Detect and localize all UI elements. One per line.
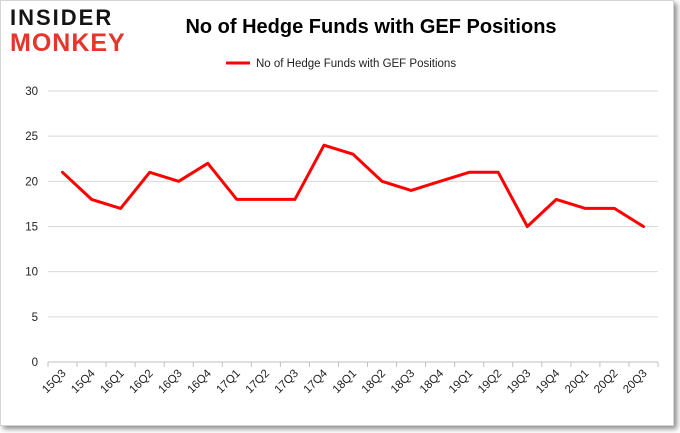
x-tick-label-17Q1: 17Q1: [215, 368, 243, 396]
chart-title: No of Hedge Funds with GEF Positions: [185, 16, 557, 38]
y-tick-label-15: 15: [25, 222, 38, 234]
x-tick-label-16Q2: 16Q2: [127, 368, 155, 396]
data-point-20Q2: [613, 207, 616, 210]
x-tick-label-19Q2: 19Q2: [476, 368, 504, 396]
series: [61, 143, 645, 228]
x-tick-label-18Q1: 18Q1: [331, 368, 359, 396]
data-point-16Q2: [148, 171, 151, 174]
x-tick-label-15Q4: 15Q4: [69, 367, 98, 396]
data-point-18Q1: [352, 153, 355, 156]
y-tick-label-20: 20: [25, 176, 38, 188]
y-tick-label-0: 0: [32, 357, 38, 369]
y-tick-label-10: 10: [25, 267, 38, 279]
x-tick-label-18Q3: 18Q3: [389, 368, 417, 396]
x-tick-label-20Q1: 20Q1: [563, 368, 591, 396]
data-point-17Q1: [235, 198, 238, 201]
x-tick-label-17Q4: 17Q4: [302, 367, 331, 396]
legend: No of Hedge Funds with GEF Positions: [226, 58, 456, 70]
x-tick-label-19Q1: 19Q1: [447, 368, 475, 396]
insider-monkey-logo: INSIDER MONKEY: [10, 7, 128, 57]
data-point-20Q3: [642, 225, 645, 228]
data-point-18Q3: [410, 189, 413, 192]
data-point-15Q3: [61, 171, 64, 174]
x-tick-label-18Q2: 18Q2: [360, 368, 388, 396]
x-tick-label-15Q3: 15Q3: [40, 368, 68, 396]
data-point-16Q1: [119, 207, 122, 210]
y-tick-label-25: 25: [25, 131, 38, 143]
x-tick-label-19Q4: 19Q4: [534, 367, 563, 396]
x-tick-label-16Q1: 16Q1: [98, 368, 126, 396]
logo-text-monkey: MONKEY: [10, 29, 126, 57]
x-tick-label-20Q2: 20Q2: [592, 368, 620, 396]
data-point-20Q1: [584, 207, 587, 210]
data-point-17Q4: [322, 144, 325, 147]
data-point-19Q4: [555, 198, 558, 201]
x-tick-label-17Q2: 17Q2: [244, 368, 272, 396]
data-point-17Q2: [264, 198, 267, 201]
x-tick-label-17Q3: 17Q3: [273, 368, 301, 396]
logo-text-insider: INSIDER: [10, 5, 114, 30]
legend-label: No of Hedge Funds with GEF Positions: [256, 58, 456, 70]
data-point-15Q4: [90, 198, 93, 201]
data-point-19Q3: [526, 225, 529, 228]
x-tick-label-19Q3: 19Q3: [505, 368, 533, 396]
x-tick-labels: 15Q3 15Q4 16Q1 16Q2 16Q3 16Q4 17Q1 17Q2 17Q3 17Q4…: [40, 367, 649, 396]
data-point-18Q2: [381, 180, 384, 183]
y-tick-labels: 0 5 10 15 20 25 30: [25, 86, 38, 369]
axes: [47, 361, 659, 367]
gridlines: [48, 90, 658, 318]
data-point-17Q3: [293, 198, 296, 201]
y-tick-label-5: 5: [32, 312, 38, 324]
data-point-19Q1: [468, 171, 471, 174]
y-tick-label-30: 30: [25, 86, 38, 98]
data-point-16Q3: [177, 180, 180, 183]
data-point-18Q4: [439, 180, 442, 183]
data-point-19Q2: [497, 171, 500, 174]
x-tick-label-20Q3: 20Q3: [621, 368, 649, 396]
chart-frame: INSIDER MONKEY No of Hedge Funds with GE…: [0, 0, 674, 426]
x-tick-label-16Q3: 16Q3: [156, 368, 184, 396]
x-tick-label-16Q4: 16Q4: [185, 367, 214, 396]
data-point-16Q4: [206, 162, 209, 165]
x-tick-label-18Q4: 18Q4: [418, 367, 447, 396]
series-line-0: [61, 143, 645, 228]
